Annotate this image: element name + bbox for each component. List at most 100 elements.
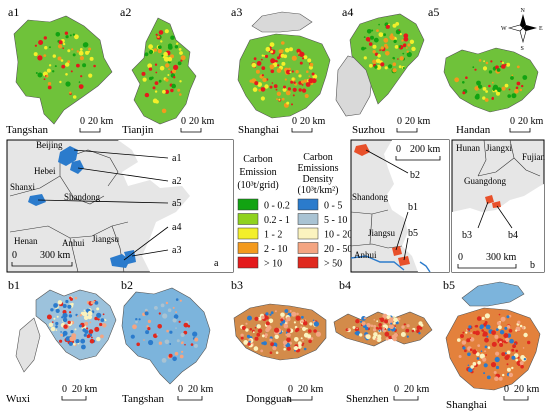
texture-spot xyxy=(297,344,302,349)
texture-spot xyxy=(49,46,51,49)
texture-spot xyxy=(80,75,83,78)
panel-a1: a1 Tangshan 0 20 km xyxy=(6,5,114,136)
panel-id-a1: a1 xyxy=(8,5,19,19)
texture-spot xyxy=(62,317,68,323)
texture-spot xyxy=(484,350,487,353)
texture-spot xyxy=(274,310,277,313)
texture-spot xyxy=(295,315,301,321)
texture-spot xyxy=(398,65,402,69)
texture-spot xyxy=(494,376,499,382)
texture-spot xyxy=(278,98,281,101)
texture-spot xyxy=(261,334,265,338)
legend-emission-item-swatch xyxy=(237,213,259,225)
scale-bar-b5: 0 20 km xyxy=(503,384,540,401)
island-b5 xyxy=(461,281,525,307)
texture-spot xyxy=(173,64,179,70)
texture-spot xyxy=(368,63,373,68)
texture-spot xyxy=(504,326,508,330)
texture-spot xyxy=(89,338,95,344)
texture-spot xyxy=(179,93,182,96)
texture-spot xyxy=(502,373,505,377)
texture-spot xyxy=(180,341,184,345)
texture-spot xyxy=(375,326,379,330)
texture-spot xyxy=(472,349,477,355)
texture-spot xyxy=(406,335,409,338)
texture-spot xyxy=(504,355,510,361)
city-name-b4: Shenzhen xyxy=(346,393,389,405)
texture-spot xyxy=(411,46,416,52)
texture-spot xyxy=(180,332,185,337)
texture-spot xyxy=(70,330,74,334)
texture-spot xyxy=(508,329,513,333)
texture-spot xyxy=(308,339,312,344)
texture-spot xyxy=(286,332,291,338)
texture-spot xyxy=(258,88,262,92)
texture-spot xyxy=(378,329,381,332)
texture-spot xyxy=(464,349,467,353)
texture-spot xyxy=(499,65,502,68)
texture-spot xyxy=(171,83,176,89)
texture-spot xyxy=(394,45,399,49)
texture-spot xyxy=(57,300,63,305)
texture-spot xyxy=(87,334,91,338)
svg-text:Density: Density xyxy=(302,174,333,185)
texture-spot xyxy=(62,312,68,319)
texture-spot xyxy=(170,35,175,40)
legend-density-item-swatch xyxy=(297,242,319,254)
texture-spot xyxy=(269,64,275,70)
texture-spot xyxy=(365,334,371,340)
city-shape-a2 xyxy=(131,17,197,125)
texture-spot xyxy=(144,52,149,57)
texture-spot xyxy=(363,56,367,60)
texture-spot xyxy=(160,303,165,308)
texture-spot xyxy=(96,312,102,318)
density-spots-b4 xyxy=(345,313,424,343)
texture-spot xyxy=(493,371,497,374)
texture-spot xyxy=(352,326,356,329)
texture-spot xyxy=(179,299,182,302)
texture-spot xyxy=(515,349,518,353)
texture-spot xyxy=(240,333,244,337)
texture-spot xyxy=(72,53,76,57)
texture-spot xyxy=(293,346,299,351)
texture-spot xyxy=(179,354,184,359)
texture-spot xyxy=(498,376,503,381)
texture-spot xyxy=(276,56,281,60)
texture-spot xyxy=(91,336,93,339)
svg-text:Jiangsu: Jiangsu xyxy=(368,228,396,238)
texture-spot xyxy=(305,82,311,87)
texture-spot xyxy=(475,352,480,357)
texture-spot xyxy=(296,48,301,54)
texture-spot xyxy=(167,56,173,62)
texture-spot xyxy=(286,101,290,105)
texture-spot xyxy=(418,321,423,326)
texture-spot xyxy=(373,332,378,337)
city-shape-a1 xyxy=(13,15,113,125)
texture-spot xyxy=(286,328,291,333)
texture-spot xyxy=(365,326,369,331)
map-a: Beijing Hebei Shanxi Shandong Henan Anhu… xyxy=(6,139,234,273)
texture-spot xyxy=(155,71,158,74)
texture-spot xyxy=(370,324,374,328)
texture-spot xyxy=(138,318,141,321)
texture-spot xyxy=(292,94,295,97)
svg-text:Jiangsu: Jiangsu xyxy=(92,234,120,244)
texture-spot xyxy=(148,67,153,71)
texture-spot xyxy=(62,334,65,337)
lake-a4 xyxy=(335,55,373,117)
texture-spot xyxy=(523,332,528,338)
emission-spots-a3 xyxy=(249,41,318,108)
texture-spot xyxy=(313,329,317,333)
texture-spot xyxy=(393,321,396,325)
texture-spot xyxy=(394,335,397,338)
texture-spot xyxy=(483,60,485,63)
texture-spot xyxy=(260,96,265,101)
texture-spot xyxy=(35,72,38,74)
legend-density-item-swatch xyxy=(297,227,319,240)
svg-text:a5: a5 xyxy=(172,198,181,209)
texture-spot xyxy=(274,327,280,333)
texture-spot xyxy=(511,74,514,77)
texture-spot xyxy=(301,84,304,86)
texture-spot xyxy=(287,87,291,91)
svg-text:Beijing: Beijing xyxy=(36,140,63,150)
